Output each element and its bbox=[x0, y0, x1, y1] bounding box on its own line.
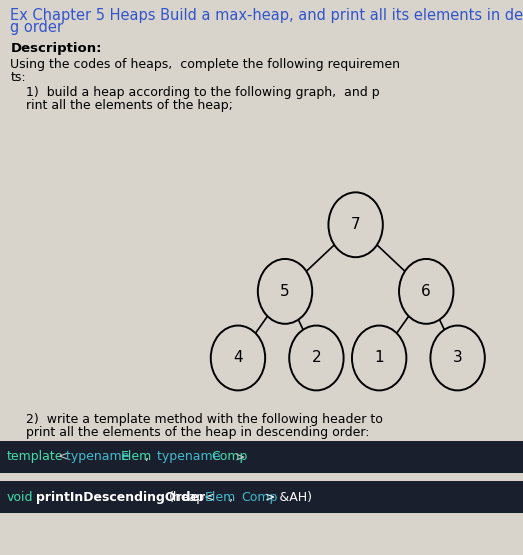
Text: void: void bbox=[6, 491, 33, 504]
Text: Using the codes of heaps,  complete the following requiremen: Using the codes of heaps, complete the f… bbox=[10, 58, 401, 71]
Text: >: > bbox=[235, 450, 245, 463]
Text: > &AH): > &AH) bbox=[265, 491, 312, 504]
Text: (heap<: (heap< bbox=[168, 491, 215, 504]
Text: typename: typename bbox=[157, 450, 224, 463]
Text: 7: 7 bbox=[351, 217, 360, 233]
Text: 2)  write a template method with the following header to: 2) write a template method with the foll… bbox=[10, 413, 383, 426]
Text: printInDescendingOrder: printInDescendingOrder bbox=[36, 491, 206, 504]
Text: ,: , bbox=[229, 491, 237, 504]
Ellipse shape bbox=[399, 259, 453, 324]
Text: 6: 6 bbox=[422, 284, 431, 299]
Ellipse shape bbox=[430, 326, 485, 390]
Text: Comp: Comp bbox=[211, 450, 247, 463]
FancyBboxPatch shape bbox=[0, 441, 523, 473]
Text: typename: typename bbox=[66, 450, 134, 463]
Text: 1)  build a heap according to the following graph,  and p: 1) build a heap according to the followi… bbox=[10, 86, 380, 99]
Text: ,: , bbox=[144, 450, 153, 463]
Text: Elem: Elem bbox=[120, 450, 152, 463]
Text: 4: 4 bbox=[233, 350, 243, 366]
Text: 5: 5 bbox=[280, 284, 290, 299]
Text: 1: 1 bbox=[374, 350, 384, 366]
Text: ts:: ts: bbox=[10, 71, 26, 84]
Text: <: < bbox=[54, 450, 69, 463]
Text: rint all the elements of the heap;: rint all the elements of the heap; bbox=[10, 99, 233, 112]
Ellipse shape bbox=[328, 193, 383, 257]
Ellipse shape bbox=[289, 326, 344, 390]
Text: Description:: Description: bbox=[10, 42, 102, 54]
Text: Elem: Elem bbox=[205, 491, 236, 504]
Text: template: template bbox=[6, 450, 63, 463]
Text: g order: g order bbox=[10, 20, 63, 35]
Ellipse shape bbox=[258, 259, 312, 324]
Text: Ex Chapter 5 Heaps Build a max-heap, and print all its elements in descendin: Ex Chapter 5 Heaps Build a max-heap, and… bbox=[10, 8, 523, 23]
Text: 3: 3 bbox=[453, 350, 462, 366]
FancyBboxPatch shape bbox=[0, 481, 523, 513]
Text: print all the elements of the heap in descending order:: print all the elements of the heap in de… bbox=[10, 426, 370, 439]
Ellipse shape bbox=[211, 326, 265, 390]
Text: Comp: Comp bbox=[241, 491, 277, 504]
Ellipse shape bbox=[352, 326, 406, 390]
Text: 2: 2 bbox=[312, 350, 321, 366]
